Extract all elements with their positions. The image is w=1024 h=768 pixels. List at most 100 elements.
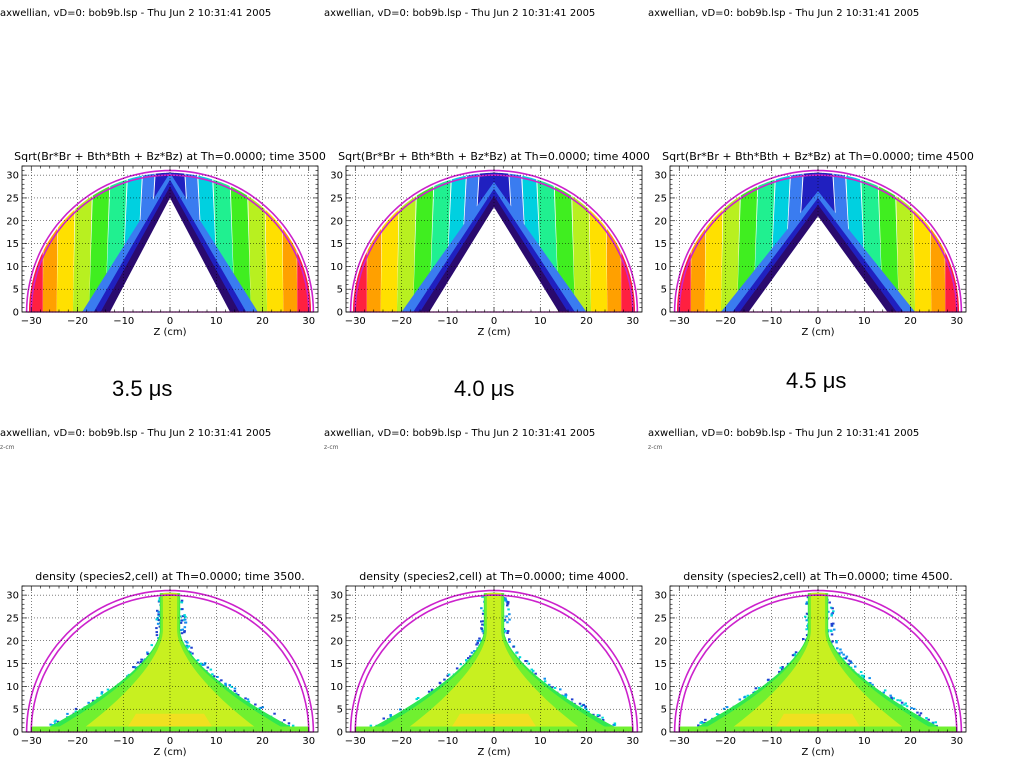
y-tick-label: 30 (6, 171, 19, 182)
density-speckle (216, 676, 219, 678)
x-tick-label: 30 (302, 316, 315, 327)
density-speckle (847, 663, 850, 666)
density-speckle (699, 721, 702, 724)
y-tick-label: 0 (661, 728, 667, 739)
density-speckle (849, 660, 852, 663)
field-band (297, 172, 312, 312)
y-tick-label: 5 (661, 705, 667, 716)
density-speckle (186, 641, 189, 644)
y-tick-label: 20 (6, 216, 19, 227)
y-tick-label: 30 (654, 171, 667, 182)
density-speckle (180, 601, 184, 604)
density-speckle (899, 699, 902, 702)
density-speckle (180, 599, 184, 602)
x-axis-label: Z (cm) (801, 327, 834, 338)
x-tick-label: −30 (345, 316, 366, 327)
x-tick-label: 20 (904, 316, 917, 327)
density-speckle (830, 624, 834, 627)
density-speckle (832, 622, 835, 625)
density-speckle (842, 657, 846, 660)
x-tick-label: −30 (669, 316, 690, 327)
x-tick-label: 10 (210, 736, 223, 747)
density-speckle (805, 602, 808, 605)
density-speckle (261, 706, 264, 709)
y-tick-label: 15 (654, 659, 667, 670)
density-speckle (246, 698, 250, 701)
density-speckle (862, 676, 865, 679)
density-speckle (508, 613, 511, 616)
y-tick-label: 20 (654, 216, 667, 227)
density-speckle (475, 643, 478, 646)
density-speckle (382, 717, 385, 720)
density-speckle (925, 717, 928, 719)
x-tick-label: 10 (858, 736, 871, 747)
density-speckle (832, 610, 835, 613)
density-speckle (184, 621, 188, 624)
density-speckle (725, 706, 729, 709)
density-speckle (389, 714, 392, 716)
cavity (748, 216, 888, 312)
density-speckle (91, 699, 95, 702)
y-tick-label: 5 (661, 285, 667, 296)
density-speckle (830, 622, 833, 625)
density-speckle (183, 626, 187, 629)
density-speckle (254, 703, 257, 706)
density-speckle (919, 712, 923, 715)
density-speckle (186, 646, 189, 649)
density-speckle (592, 713, 595, 716)
y-tick-label: 0 (13, 308, 19, 319)
sub-label-3: z-cm (648, 444, 663, 451)
density-speckle (601, 716, 604, 719)
density-speckle (827, 629, 830, 632)
magnetic-field-plot-3500: Sqrt(Br*Br + Bth*Bth + Bz*Bz) at Th=0.00… (6, 150, 326, 338)
density-speckle (224, 682, 227, 685)
density-speckle (191, 652, 194, 655)
density-speckle (212, 675, 216, 678)
x-tick-label: 0 (491, 736, 497, 747)
density-speckle (476, 639, 480, 642)
x-tick-label: 0 (167, 316, 173, 327)
y-tick-label: 25 (330, 613, 343, 624)
density-speckle (757, 686, 761, 689)
density-speckle (202, 663, 205, 666)
density-speckle (869, 682, 872, 684)
density-speckle (842, 653, 845, 656)
density-speckle (704, 718, 707, 721)
density-speckle (506, 604, 509, 607)
density-speckle (211, 673, 214, 676)
density-speckle (199, 663, 203, 666)
density-speckle (900, 701, 904, 704)
density-speckle (179, 629, 183, 632)
run-header-1: axwellian, vD=0: bob9b.lsp - Thu Jun 2 1… (0, 8, 272, 19)
density-speckle (482, 620, 485, 623)
density-speckle (157, 614, 160, 617)
density-speckle (179, 608, 183, 611)
density-speckle (369, 724, 373, 727)
density-speckle (833, 628, 836, 631)
density-speckle (478, 637, 481, 640)
density-speckle (847, 659, 851, 662)
run-header-3: axwellian, vD=0: bob9b.lsp - Thu Jun 2 1… (648, 8, 920, 19)
x-axis-label: Z (cm) (477, 327, 510, 338)
density-speckle (455, 667, 459, 670)
density-speckle (447, 673, 451, 676)
density-speckle (860, 674, 864, 677)
x-tick-label: 30 (302, 736, 315, 747)
density-speckle (155, 627, 158, 630)
density-speckle (74, 707, 78, 710)
field-band (89, 172, 110, 312)
density-speckle (854, 665, 857, 668)
density-speckle (206, 666, 210, 669)
density-speckle (903, 703, 906, 706)
field-band (72, 172, 93, 312)
density-speckle (187, 645, 191, 648)
density-speckle (793, 653, 796, 656)
x-tick-label: −20 (715, 316, 736, 327)
density-speckle (562, 695, 565, 698)
density-speckle (805, 601, 809, 604)
sub-label-2: z-cm (324, 444, 339, 451)
density-speckle (570, 698, 574, 701)
density-speckle (480, 620, 483, 623)
density-speckle (459, 663, 463, 666)
y-tick-label: 25 (6, 193, 19, 204)
